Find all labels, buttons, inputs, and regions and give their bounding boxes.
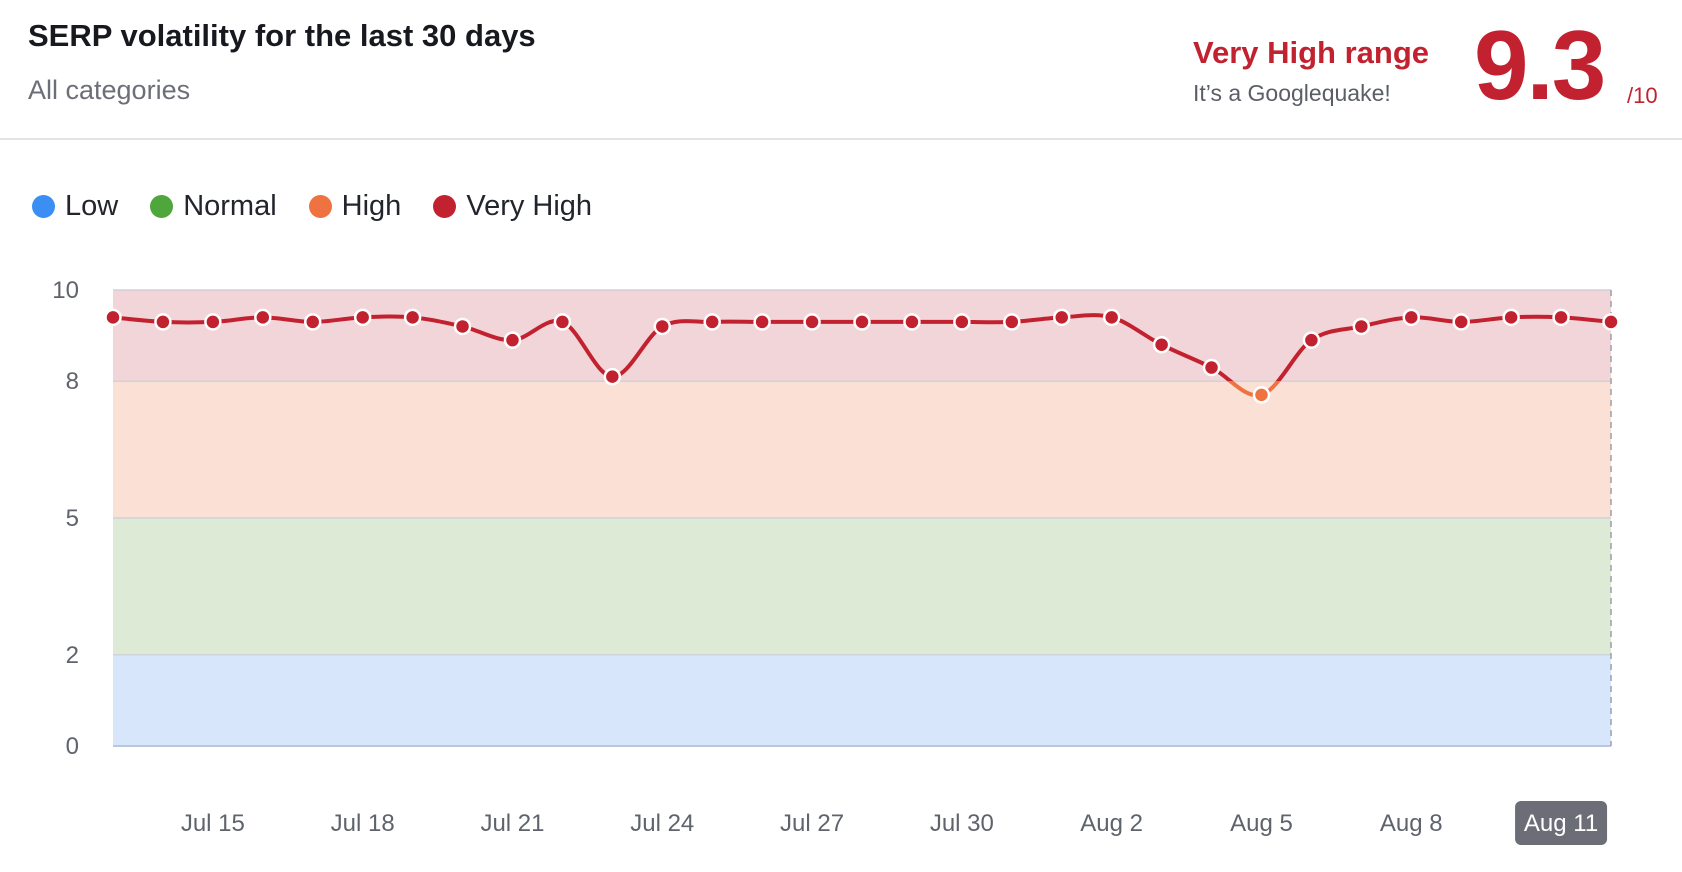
data-point [903,313,921,331]
x-tick-label: Jul 27 [780,810,844,837]
data-point [1052,308,1071,327]
data-point [603,367,622,386]
band-very-high [113,290,1611,382]
x-tick-label: Aug 8 [1380,810,1443,837]
category-filter[interactable]: All categories [28,75,191,105]
x-tick-label: Aug 11 [1524,810,1598,837]
legend-item-normal[interactable]: Normal [150,189,277,223]
x-tick-label: Jul 15 [181,810,245,837]
data-point [104,308,122,327]
data-point [403,308,422,327]
y-tick-label: 0 [66,733,79,760]
y-tick-label: 2 [66,642,79,669]
data-point [1003,313,1021,331]
selected-date-badge [1515,801,1608,845]
y-tick-label: 5 [66,505,79,532]
widget-title: SERP volatility for the last 30 days [28,18,536,53]
data-point [204,313,222,331]
legend-label: Normal [183,189,277,222]
data-point [653,317,672,336]
band-high [113,381,1611,518]
legend-dot-icon [32,194,55,218]
volatility-score: 9.3 [1474,10,1606,120]
data-point [1402,308,1421,327]
data-point [953,313,971,331]
data-point [1302,331,1321,349]
legend-item-high[interactable]: High [308,189,402,223]
data-point [303,313,322,331]
data-point [853,313,871,331]
data-point [703,313,721,331]
data-point [1152,335,1171,354]
score-max: /10 [1627,83,1658,108]
data-point [1102,308,1121,327]
legend-item-very-high[interactable]: Very High [433,190,592,223]
widget-header: SERP volatility for the last 30 days All… [0,0,1682,140]
data-point [1252,386,1271,404]
data-point [1602,313,1620,331]
x-tick-label: Jul 18 [331,810,395,837]
band-normal [113,518,1611,655]
data-point [553,313,572,331]
data-point [1452,313,1470,331]
data-point [1202,358,1221,377]
range-note: It’s a Googlequake! [1193,80,1391,106]
data-point [453,317,472,336]
x-tick-label: Jul 21 [480,810,544,837]
legend-dot-icon [433,194,457,218]
x-tick-label: Jul 24 [630,810,694,837]
legend-item-low[interactable]: Low [32,190,118,223]
data-point [803,313,821,331]
data-point [1352,317,1371,336]
data-point [1552,308,1570,327]
legend-label: Very High [466,189,593,222]
data-point [154,313,172,331]
x-tick-label: Aug 5 [1230,810,1293,837]
data-point [1502,308,1520,327]
range-label: Very High range [1193,35,1430,70]
data-point [753,313,771,331]
y-tick-label: 8 [66,368,79,395]
x-tick-label: Aug 2 [1080,810,1143,837]
legend-label: High [341,189,402,222]
legend-label: Low [65,189,119,222]
legend-dot-icon [150,194,174,218]
band-low [113,654,1611,746]
data-point [503,331,522,349]
y-tick-label: 10 [52,277,79,304]
chart-legend: Low Normal High Very High [32,188,624,224]
data-point [254,308,272,327]
x-tick-label: Jul 30 [930,810,994,837]
legend-dot-icon [308,194,332,218]
data-point [353,308,372,327]
